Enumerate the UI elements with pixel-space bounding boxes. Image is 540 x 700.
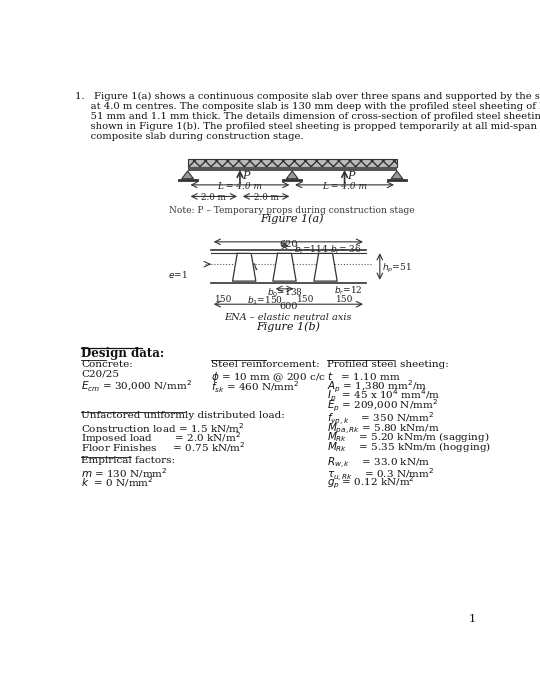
Text: 150: 150 [336, 295, 354, 304]
Text: $b_t$=114 $b_r$= 36: $b_t$=114 $b_r$= 36 [294, 244, 362, 256]
Text: $h_p$=51: $h_p$=51 [382, 262, 412, 275]
Text: Steel reinforcement:: Steel reinforcement: [211, 360, 320, 369]
Text: $M_{Rk}$    = 5.35 kNm/m (hogging): $M_{Rk}$ = 5.35 kNm/m (hogging) [327, 440, 491, 454]
Polygon shape [273, 253, 296, 281]
Text: $b_0$=138: $b_0$=138 [267, 286, 302, 299]
Text: 51 mm and 1.1 mm thick. The details dimension of cross-section of profiled steel: 51 mm and 1.1 mm thick. The details dime… [75, 112, 540, 120]
Text: $A_p$ = 1,380 mm$^2$/m: $A_p$ = 1,380 mm$^2$/m [327, 379, 428, 395]
Text: Floor Finishes     = 0.75 kN/m$^2$: Floor Finishes = 0.75 kN/m$^2$ [82, 440, 246, 454]
Text: Imposed load       = 2.0 kN/m$^2$: Imposed load = 2.0 kN/m$^2$ [82, 430, 241, 447]
Text: $k$  = 0 N/mm$^2$: $k$ = 0 N/mm$^2$ [82, 475, 154, 489]
Text: Unfactored uniformly distributed load:: Unfactored uniformly distributed load: [82, 412, 285, 420]
Polygon shape [182, 171, 193, 178]
Text: L = 4.0 m: L = 4.0 m [218, 182, 262, 191]
Text: Note: P – Temporary props during construction stage: Note: P – Temporary props during constru… [170, 206, 415, 215]
Text: $b_r$=12: $b_r$=12 [334, 285, 363, 298]
Text: $M_{Rk}$    = 5.20 kNm/m (sagging): $M_{Rk}$ = 5.20 kNm/m (sagging) [327, 430, 490, 444]
Text: P: P [347, 171, 354, 181]
Text: 600: 600 [279, 302, 298, 311]
Text: P: P [242, 171, 250, 181]
Text: Empirical factors:: Empirical factors: [82, 456, 176, 465]
Text: Figure 1(b): Figure 1(b) [256, 321, 320, 332]
Text: $f_{yp,k}$    = 350 N/mm$^2$: $f_{yp,k}$ = 350 N/mm$^2$ [327, 412, 434, 428]
Text: $e$=1: $e$=1 [168, 269, 187, 280]
Text: Concrete:: Concrete: [82, 360, 133, 369]
Bar [187, 167, 397, 171]
Text: $M_{pa,Rk}$ = 5.80 kNm/m: $M_{pa,Rk}$ = 5.80 kNm/m [327, 421, 440, 435]
Text: $I_p$  = 45 x 10$^4$ mm$^4$/m: $I_p$ = 45 x 10$^4$ mm$^4$/m [327, 388, 441, 405]
Text: $\phi$ = 10 mm @ 200 c/c: $\phi$ = 10 mm @ 200 c/c [211, 370, 326, 384]
Text: $\tau_{u,Rk}$    = 0.3 N/mm$^2$: $\tau_{u,Rk}$ = 0.3 N/mm$^2$ [327, 466, 434, 483]
Text: at 4.0 m centres. The composite slab is 130 mm deep with the profiled steel shee: at 4.0 m centres. The composite slab is … [75, 102, 540, 111]
Polygon shape [314, 253, 337, 281]
Text: composite slab during construction stage.: composite slab during construction stage… [75, 132, 304, 141]
Text: 2.0 m: 2.0 m [201, 193, 226, 202]
Text: $g_p$ = 0.12 kN/m$^2$: $g_p$ = 0.12 kN/m$^2$ [327, 475, 415, 491]
Text: 150: 150 [297, 295, 314, 304]
Text: $R_{w,k}$    = 33.0 kN/m: $R_{w,k}$ = 33.0 kN/m [327, 456, 430, 471]
Text: $b_1$=150: $b_1$=150 [247, 295, 283, 307]
Text: ENA – elastic neutral axis: ENA – elastic neutral axis [225, 314, 352, 323]
Text: Figure 1(a): Figure 1(a) [260, 214, 324, 224]
Text: shown in Figure 1(b). The profiled steel sheeting is propped temporarily at all : shown in Figure 1(b). The profiled steel… [75, 122, 540, 131]
Polygon shape [391, 171, 403, 178]
Text: 1: 1 [469, 614, 476, 624]
Text: 1.   Figure 1(a) shows a continuous composite slab over three spans and supporte: 1. Figure 1(a) shows a continuous compos… [75, 92, 540, 101]
Text: L = 4.0 m: L = 4.0 m [322, 182, 367, 191]
Text: 620: 620 [279, 239, 298, 248]
Polygon shape [286, 171, 298, 178]
Text: $E_p$ = 209,000 N/mm$^2$: $E_p$ = 209,000 N/mm$^2$ [327, 398, 438, 414]
Text: $f_{sk}$ = 460 N/mm$^2$: $f_{sk}$ = 460 N/mm$^2$ [211, 379, 299, 395]
Text: Profiled steel sheeting:: Profiled steel sheeting: [327, 360, 449, 369]
Text: $m$ = 130 N/mm$^2$: $m$ = 130 N/mm$^2$ [82, 466, 168, 480]
Text: C20/25: C20/25 [82, 370, 119, 379]
Text: $E_{cm}$ = 30,000 N/mm$^2$: $E_{cm}$ = 30,000 N/mm$^2$ [82, 379, 192, 394]
Text: ENA: ENA [235, 262, 258, 272]
Text: Construction load = 1.5 kN/m$^2$: Construction load = 1.5 kN/m$^2$ [82, 421, 245, 435]
Text: 2.0 m: 2.0 m [254, 193, 279, 202]
Text: Design data:: Design data: [82, 347, 165, 360]
Text: $t$   = 1.10 mm: $t$ = 1.10 mm [327, 370, 401, 382]
Text: 150: 150 [215, 295, 233, 304]
Bar [187, 160, 397, 167]
Polygon shape [233, 253, 256, 281]
